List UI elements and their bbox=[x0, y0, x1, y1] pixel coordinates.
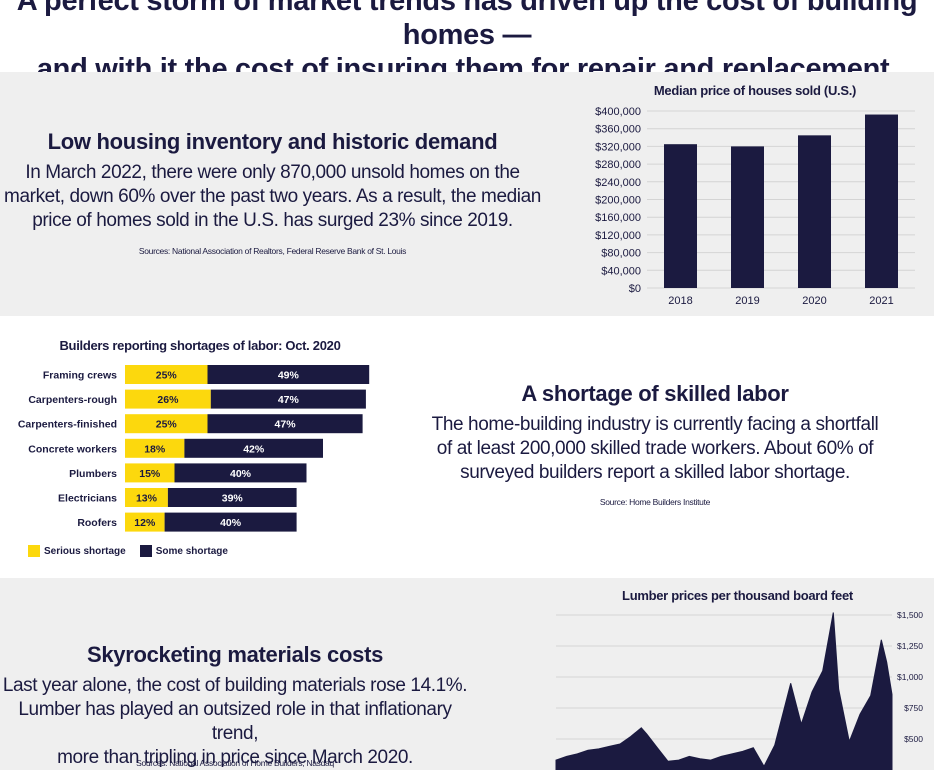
materials-body-line-2: Lumber has played an outsized role in th… bbox=[18, 699, 452, 744]
bar-serious bbox=[125, 438, 185, 458]
bar-serious bbox=[125, 389, 211, 409]
y-tick-label: $1,500 bbox=[897, 610, 923, 620]
x-tick-label: 2018 bbox=[668, 295, 692, 307]
bar bbox=[731, 146, 764, 288]
x-tick-label: 2019 bbox=[735, 295, 759, 307]
category-label: Plumbers bbox=[69, 468, 117, 480]
labor-chart-legend: Serious shortage Some shortage bbox=[28, 545, 242, 557]
median-price-chart-title: Median price of houses sold (U.S.) bbox=[653, 83, 857, 98]
category-label: Roofers bbox=[77, 517, 117, 529]
labor-body-line-1: The home-building industry is currently … bbox=[431, 414, 879, 435]
data-label-serious: 12% bbox=[134, 517, 156, 529]
materials-body-line-1: Last year alone, the cost of building ma… bbox=[2, 675, 468, 696]
bar-serious bbox=[125, 463, 175, 483]
labor-section: Builders reporting shortages of labor: O… bbox=[0, 316, 934, 578]
lumber-area bbox=[555, 612, 893, 770]
lumber-price-chart: $500 $750 $1,000 $1,250 $1,500 bbox=[555, 610, 923, 770]
data-label-some: 40% bbox=[220, 517, 242, 529]
legend-item-serious: Serious shortage bbox=[28, 545, 126, 557]
y-tick-label: $400,000 bbox=[595, 106, 641, 118]
housing-body-line-2: market, down 60% over the past two years… bbox=[4, 186, 541, 207]
labor-chart-title: Builders reporting shortages of labor: O… bbox=[59, 338, 341, 353]
data-label-serious: 26% bbox=[157, 394, 179, 406]
housing-title: Low housing inventory and historic deman… bbox=[47, 129, 498, 154]
labor-body: The home-building industry is currently … bbox=[400, 413, 910, 485]
materials-title: Skyrocketing materials costs bbox=[86, 642, 384, 667]
bar bbox=[798, 135, 831, 288]
y-tick-label: $360,000 bbox=[595, 124, 641, 136]
category-label: Carpenters-rough bbox=[28, 394, 117, 406]
bar bbox=[664, 144, 697, 288]
some-shortage-swatch bbox=[139, 545, 152, 557]
data-label-serious: 25% bbox=[156, 370, 178, 382]
data-label-serious: 13% bbox=[136, 493, 158, 505]
bar-serious bbox=[125, 414, 208, 434]
bar-some bbox=[207, 365, 370, 384]
y-tick-label: $0 bbox=[629, 283, 641, 295]
data-label-some: 49% bbox=[278, 370, 300, 382]
data-label-serious: 18% bbox=[144, 443, 166, 455]
category-label: Electricians bbox=[58, 493, 117, 505]
materials-body-line-3: more than tripling in price since March … bbox=[57, 747, 413, 768]
bar-some bbox=[164, 512, 297, 532]
x-tick-label: 2020 bbox=[802, 295, 826, 307]
y-tick-label: $120,000 bbox=[595, 230, 641, 242]
y-tick-label: $200,000 bbox=[595, 195, 641, 207]
category-label: Framing crews bbox=[43, 370, 117, 382]
labor-source: Source: Home Builders Institute bbox=[599, 497, 711, 507]
category-label: Carpenters-finished bbox=[18, 419, 117, 431]
bar-some bbox=[167, 488, 297, 507]
x-tick-label: 2021 bbox=[869, 295, 893, 307]
data-label-some: 40% bbox=[230, 468, 252, 480]
bar-some bbox=[184, 438, 323, 458]
housing-body: In March 2022, there were only 870,000 u… bbox=[0, 161, 545, 233]
data-label-some: 39% bbox=[222, 493, 244, 505]
data-label-some: 47% bbox=[275, 419, 297, 431]
housing-source: Sources: National Association of Realtor… bbox=[138, 246, 407, 256]
legend-label-serious: Serious shortage bbox=[44, 545, 126, 557]
median-price-chart: $0 $40,000 $80,000 $120,000 $160,000 $200,000… bbox=[595, 106, 915, 307]
data-label-serious: 15% bbox=[139, 468, 161, 480]
y-tick-label: $240,000 bbox=[595, 177, 641, 189]
labor-body-line-3: surveyed builders report a skilled labor… bbox=[460, 462, 850, 483]
y-tick-label: $320,000 bbox=[595, 141, 641, 153]
labor-title: A shortage of skilled labor bbox=[521, 381, 789, 406]
housing-section: Low housing inventory and historic deman… bbox=[0, 72, 934, 316]
housing-body-line-3: price of homes sold in the U.S. has surg… bbox=[32, 210, 513, 231]
bar-serious bbox=[125, 512, 165, 532]
bar-some bbox=[174, 463, 307, 483]
category-label: Concrete workers bbox=[28, 443, 117, 455]
y-tick-label: $1,250 bbox=[897, 641, 923, 651]
labor-body-line-2: of at least 200,000 skilled trade worker… bbox=[436, 438, 874, 459]
y-tick-label: $1,000 bbox=[897, 672, 923, 682]
labor-shortage-chart: Framing crews 25% 49% Carpenters-rough 26% 47… bbox=[18, 365, 370, 532]
housing-body-line-1: In March 2022, there were only 870,000 u… bbox=[25, 162, 520, 183]
y-tick-label: $40,000 bbox=[601, 265, 641, 277]
materials-section: Skyrocketing materials costs Last year a… bbox=[0, 578, 934, 770]
y-tick-label: $500 bbox=[904, 734, 923, 744]
y-tick-label: $750 bbox=[904, 703, 923, 713]
bar-serious bbox=[125, 365, 208, 384]
bar-some bbox=[210, 389, 366, 409]
legend-item-some: Some shortage bbox=[139, 545, 228, 557]
bar-some bbox=[207, 414, 363, 434]
y-tick-label: $280,000 bbox=[595, 159, 641, 171]
serious-shortage-swatch bbox=[28, 545, 40, 557]
data-label-serious: 25% bbox=[156, 419, 178, 431]
data-label-some: 47% bbox=[278, 394, 300, 406]
data-label-some: 42% bbox=[243, 443, 265, 455]
materials-body: Last year alone, the cost of building ma… bbox=[0, 674, 470, 770]
y-tick-label: $160,000 bbox=[595, 212, 641, 224]
y-tick-label: $80,000 bbox=[601, 248, 641, 260]
bar-serious bbox=[125, 488, 168, 507]
materials-source: Sources: National Association of Home Bu… bbox=[136, 758, 334, 768]
legend-label-some: Some shortage bbox=[155, 545, 228, 557]
bar bbox=[865, 114, 898, 288]
headline-line-1: A perfect storm of market trends has dri… bbox=[16, 0, 918, 51]
lumber-chart-title: Lumber prices per thousand board feet bbox=[622, 588, 853, 603]
